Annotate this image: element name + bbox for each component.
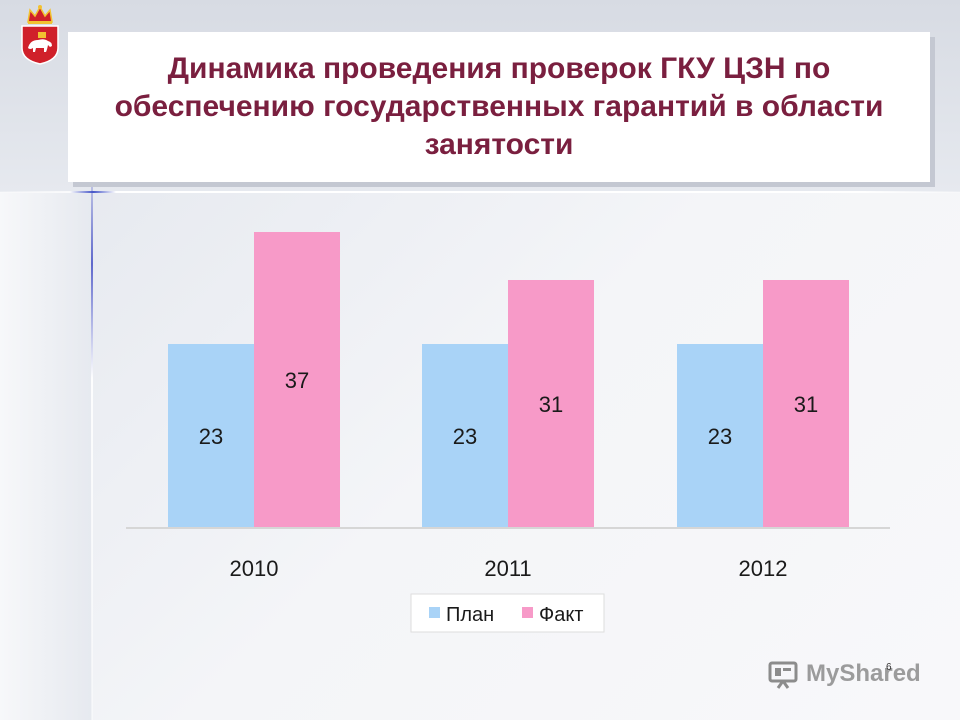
projector-screen-icon [768,661,798,689]
bar-plan-2010 [168,344,254,528]
data-label-plan-2012: 23 [708,424,732,449]
title-box: Динамика проведения проверок ГКУ ЦЗН по … [68,32,930,182]
left-stripe [0,192,92,720]
divider-line [0,191,960,193]
bar-fact-2010 [254,232,340,528]
page-number: 6 [886,662,892,673]
vertical-accent-line [91,150,93,720]
data-label-fact-2011: 31 [539,392,563,417]
data-label-plan-2011: 23 [453,424,477,449]
legend-label-fact: Факт [539,604,583,626]
legend-swatch-plan [429,607,440,618]
bar-fact-2011 [508,280,594,528]
watermark: MyShared [768,656,928,692]
bar-plan-2012 [677,344,763,528]
legend: План Факт [410,593,605,633]
slide-title: Динамика проведения проверок ГКУ ЦЗН по … [114,52,884,161]
perm-krai-coat-of-arms-icon [18,4,62,66]
x-tick-label-2012: 2012 [739,556,788,581]
legend-box [410,593,605,633]
watermark-text: MyShared [806,660,921,687]
legend-label-plan: План [446,604,494,626]
x-tick-label-2011: 2011 [484,556,531,581]
data-label-plan-2010: 23 [199,424,223,449]
legend-swatch-fact [522,607,533,618]
data-label-fact-2012: 31 [794,392,818,417]
bar-fact-2012 [763,280,849,528]
accent-sparkle [70,191,116,193]
data-label-fact-2010: 37 [285,368,309,393]
x-tick-label-2010: 2010 [230,556,279,581]
bar-plan-2011 [422,344,508,528]
